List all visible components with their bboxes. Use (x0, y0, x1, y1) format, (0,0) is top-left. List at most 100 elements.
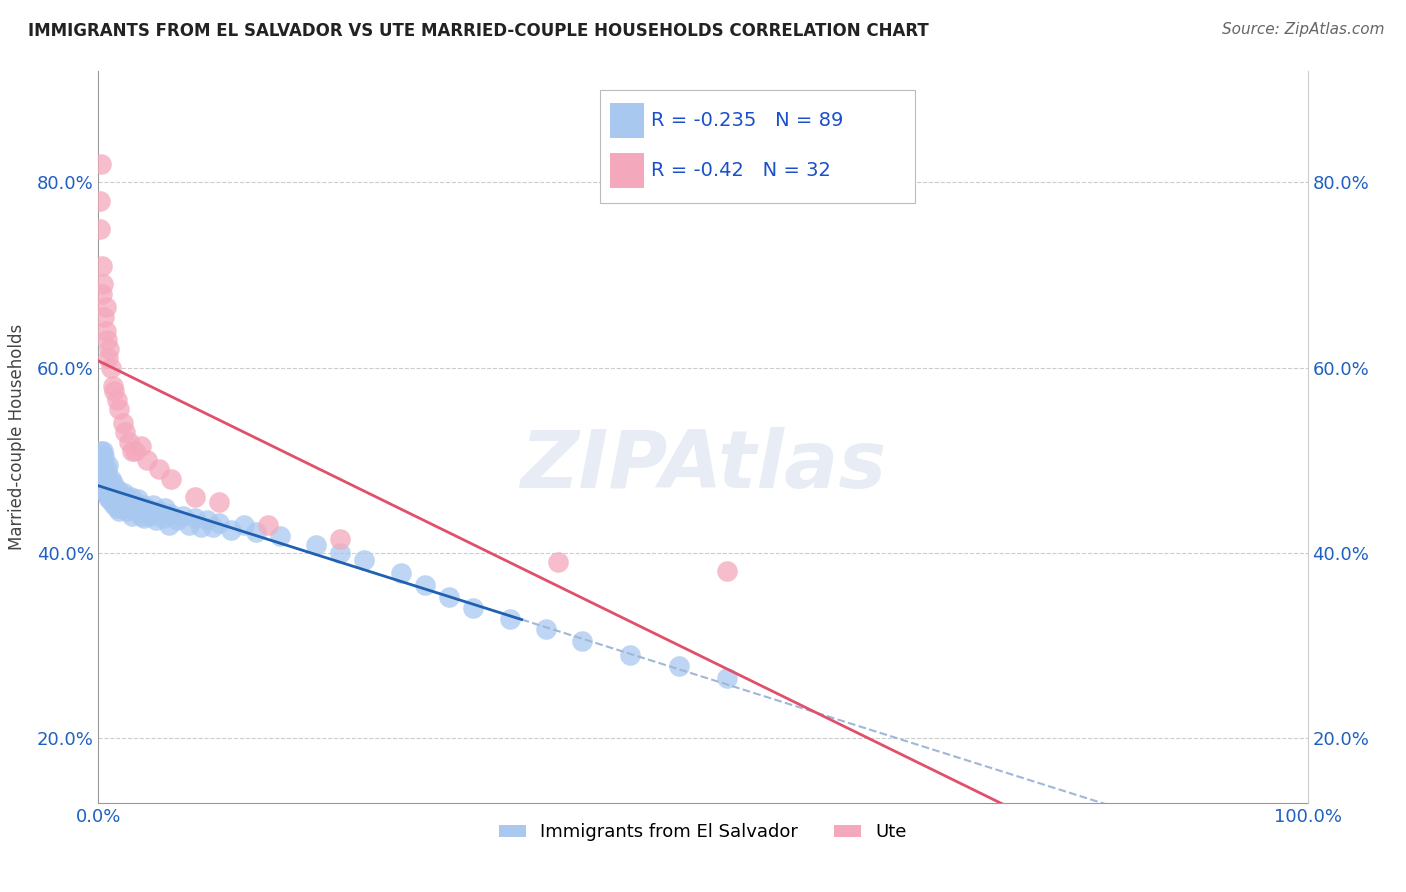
Point (118, 434, 141, 449)
Point (91, 259, 114, 273)
Text: R = -0.42   N = 32: R = -0.42 N = 32 (651, 161, 831, 179)
Point (138, 508, 160, 523)
Point (117, 504, 139, 518)
Point (101, 476, 124, 491)
Point (98, 342, 121, 356)
Point (100, 472, 122, 486)
Point (124, 498, 146, 512)
Point (105, 501, 128, 516)
Point (93, 462, 115, 476)
Point (100, 495, 122, 509)
Point (101, 490, 124, 504)
Point (107, 495, 129, 509)
Point (329, 546, 352, 560)
Point (96, 333, 118, 347)
Point (121, 444, 143, 458)
Point (91, 458, 114, 472)
Point (245, 525, 267, 540)
Point (94, 467, 117, 482)
Point (135, 501, 157, 516)
Text: Source: ZipAtlas.com: Source: ZipAtlas.com (1222, 22, 1385, 37)
Point (135, 453, 157, 467)
Point (232, 518, 254, 533)
Point (108, 402, 131, 417)
Point (208, 516, 231, 531)
Point (105, 392, 128, 407)
Point (90, 472, 112, 486)
Point (190, 520, 212, 534)
Point (221, 523, 243, 537)
Point (152, 510, 174, 524)
Point (103, 483, 125, 497)
Text: R = -0.235   N = 89: R = -0.235 N = 89 (651, 111, 844, 130)
Point (127, 492, 149, 507)
Point (118, 495, 141, 509)
Point (111, 492, 134, 507)
Point (94, 485, 117, 500)
Point (91, 449, 114, 463)
Text: IMMIGRANTS FROM EL SALVADOR VS UTE MARRIED-COUPLE HOUSEHOLDS CORRELATION CHART: IMMIGRANTS FROM EL SALVADOR VS UTE MARRI… (28, 22, 929, 40)
Point (534, 622, 557, 636)
Legend: Immigrants from El Salvador, Ute: Immigrants from El Salvador, Ute (492, 816, 914, 848)
Point (716, 565, 738, 579)
Point (107, 483, 129, 497)
Point (91, 277, 114, 292)
Point (413, 578, 436, 592)
Point (93, 449, 115, 463)
Point (329, 532, 352, 546)
Point (153, 501, 176, 516)
Point (127, 504, 149, 518)
Point (131, 498, 153, 512)
Point (157, 518, 180, 533)
Point (98, 492, 121, 507)
Point (121, 508, 143, 523)
Point (112, 485, 135, 500)
Point (100, 360, 122, 375)
Point (202, 520, 225, 534)
Point (256, 518, 278, 533)
Point (114, 498, 136, 512)
Point (108, 504, 131, 518)
Point (97, 458, 120, 472)
Point (184, 490, 207, 504)
Point (184, 510, 207, 524)
Point (111, 416, 134, 430)
Point (103, 384, 125, 398)
Point (108, 490, 131, 504)
Point (129, 508, 152, 523)
Point (89, 462, 111, 476)
Y-axis label: Married-couple Households: Married-couple Households (7, 324, 25, 550)
Point (89, 194, 111, 208)
Point (91, 481, 114, 495)
Bar (610, 103, 644, 138)
Point (101, 379, 124, 393)
Point (91, 444, 114, 458)
Point (108, 498, 131, 512)
Point (94, 301, 117, 315)
Point (98, 476, 121, 491)
Point (208, 495, 231, 509)
Point (97, 351, 120, 366)
Point (96, 462, 118, 476)
Point (104, 495, 127, 509)
Point (148, 504, 170, 518)
Point (90, 444, 112, 458)
Point (179, 518, 201, 533)
Point (91, 462, 114, 476)
Point (353, 553, 375, 567)
Point (110, 501, 132, 516)
Point (97, 474, 120, 488)
Point (305, 538, 328, 552)
Point (93, 476, 115, 491)
Point (89, 221, 111, 235)
Bar (610, 153, 644, 187)
Point (115, 490, 138, 504)
Point (437, 591, 460, 605)
Point (166, 513, 188, 527)
Point (668, 658, 690, 673)
Point (148, 462, 170, 476)
Point (195, 513, 218, 527)
Point (103, 498, 125, 512)
Point (97, 490, 120, 504)
Point (124, 444, 146, 458)
